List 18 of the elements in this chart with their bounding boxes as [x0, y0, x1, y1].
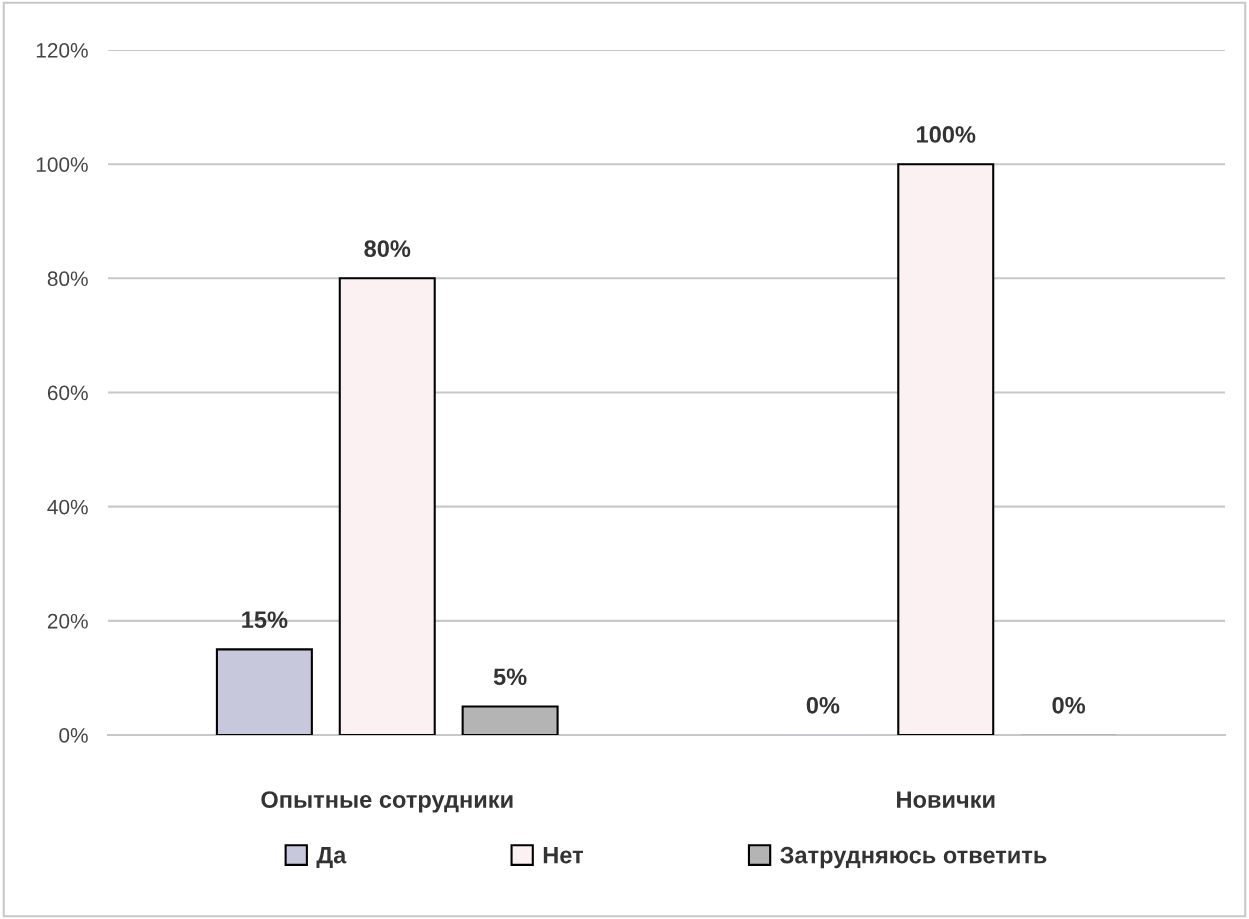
y-tick-label: 60% — [47, 385, 88, 401]
data-label: 15% — [242, 611, 288, 629]
data-label: 5% — [493, 668, 527, 686]
data-label: 0% — [806, 696, 840, 714]
y-tick-label: 20% — [47, 613, 88, 629]
y-tick-label: 40% — [47, 499, 88, 515]
data-label: 100% — [917, 126, 976, 143]
data-label: 0% — [1052, 696, 1086, 714]
y-tick-label: 0% — [59, 728, 88, 743]
y-tick-label: 100% — [36, 157, 88, 172]
x-tick-label: Опытные сотрудники — [261, 791, 513, 813]
x-tick-label: Новички — [897, 791, 995, 808]
legend-label: Затрудняюсь ответить — [780, 846, 1047, 869]
y-tick-label: 120% — [36, 43, 88, 58]
y-tick-label: 80% — [47, 271, 88, 287]
data-label: 80% — [364, 240, 411, 257]
legend-label: Да — [316, 847, 347, 868]
legend-label: Нет — [543, 847, 584, 864]
